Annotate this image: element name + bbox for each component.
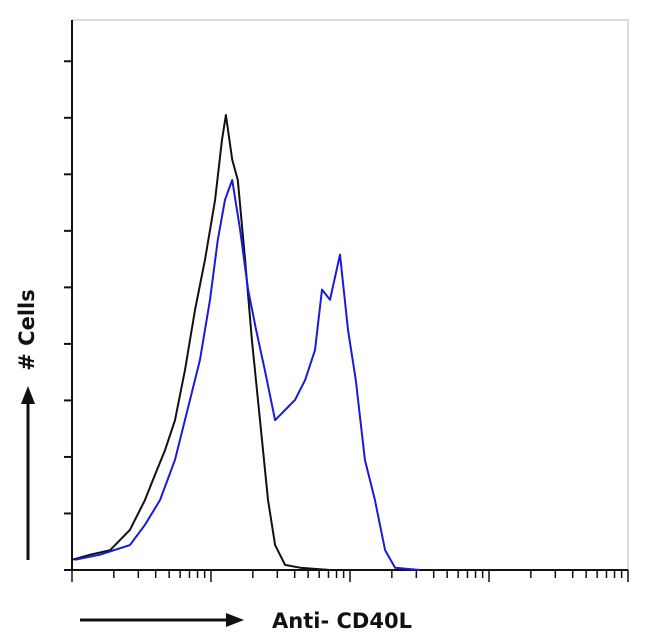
series-line xyxy=(74,179,421,571)
x-axis-label: Anti- CD40L xyxy=(272,609,412,633)
series-line xyxy=(71,114,331,571)
x-arrow-head xyxy=(226,613,244,627)
plot-frame xyxy=(71,19,629,571)
y-arrow-head xyxy=(21,386,35,404)
y-axis-label: # Cells xyxy=(15,289,39,370)
